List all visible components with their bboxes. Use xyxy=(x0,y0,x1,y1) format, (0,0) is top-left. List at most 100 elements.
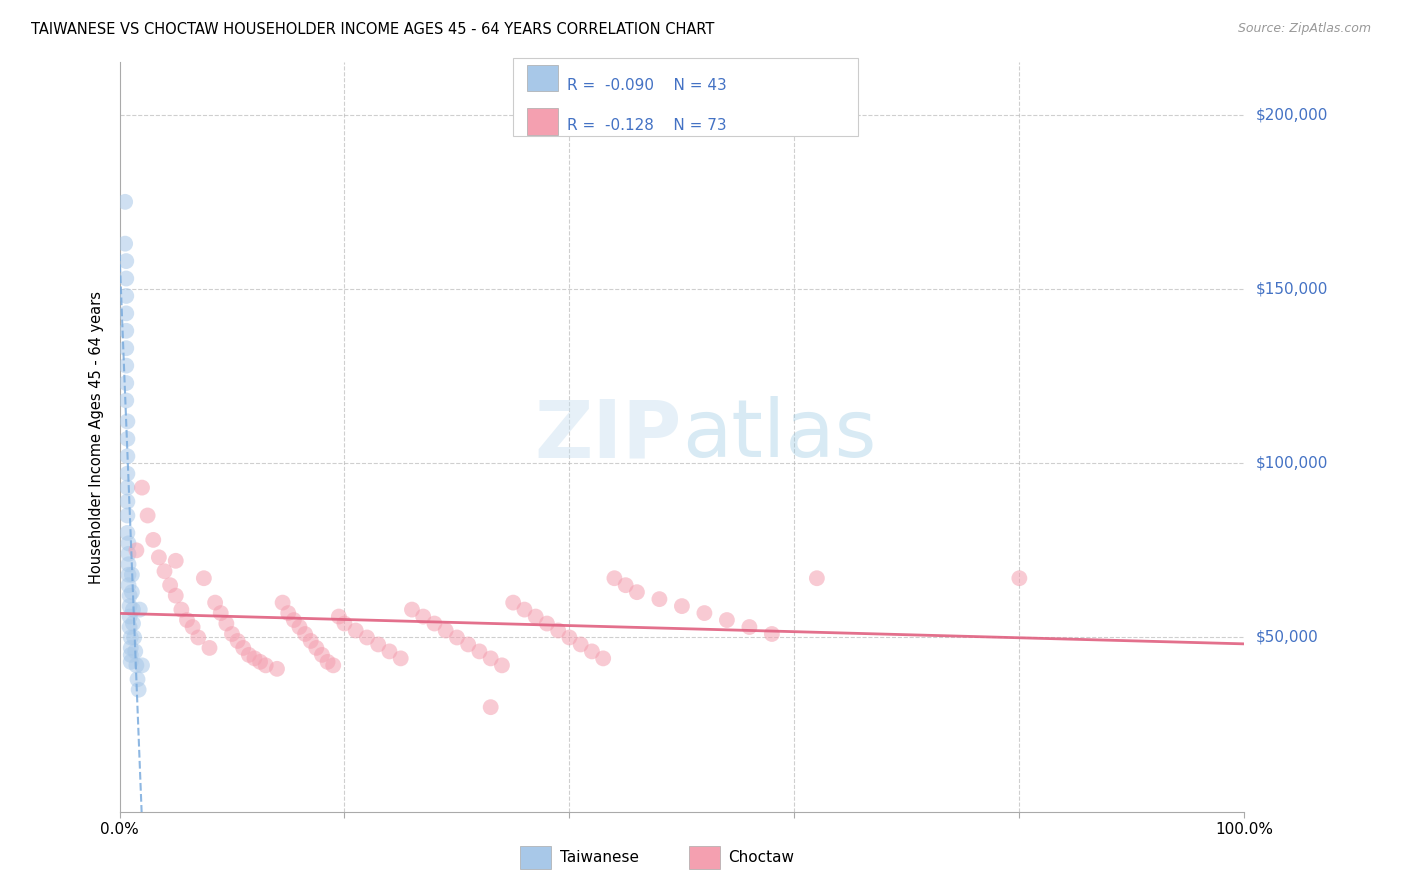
Point xyxy=(122,631,145,645)
Point xyxy=(115,376,138,390)
Point xyxy=(232,640,254,655)
Point xyxy=(592,651,614,665)
Point xyxy=(356,631,378,645)
Point xyxy=(122,616,145,631)
Point xyxy=(120,631,142,645)
Point xyxy=(198,640,221,655)
Point xyxy=(117,567,139,582)
Point xyxy=(479,651,502,665)
Point xyxy=(117,481,139,495)
Point xyxy=(243,651,266,665)
Point xyxy=(491,658,513,673)
Point xyxy=(603,571,626,585)
Point xyxy=(328,609,350,624)
Point xyxy=(187,631,209,645)
Point xyxy=(502,596,524,610)
Point xyxy=(170,602,193,616)
Point xyxy=(249,655,271,669)
Point xyxy=(117,494,139,508)
Point xyxy=(536,616,558,631)
Y-axis label: Householder Income Ages 45 - 64 years: Householder Income Ages 45 - 64 years xyxy=(89,291,104,583)
Text: ZIP: ZIP xyxy=(534,396,682,475)
Point xyxy=(117,558,139,572)
Point xyxy=(128,602,150,616)
Point xyxy=(254,658,277,673)
Point xyxy=(125,658,148,673)
Point xyxy=(457,637,479,651)
Text: R =  -0.128    N = 73: R = -0.128 N = 73 xyxy=(567,118,727,133)
Text: atlas: atlas xyxy=(682,396,876,475)
Point xyxy=(159,578,181,592)
Point xyxy=(117,536,139,550)
Point xyxy=(479,700,502,714)
Point xyxy=(806,571,828,585)
Point xyxy=(738,620,761,634)
Point xyxy=(316,655,339,669)
Point xyxy=(120,655,142,669)
Point xyxy=(716,613,738,627)
Point xyxy=(122,602,145,616)
Point xyxy=(271,596,294,610)
Point xyxy=(1008,571,1031,585)
Point xyxy=(115,393,138,408)
Point xyxy=(176,613,198,627)
Text: Choctaw: Choctaw xyxy=(728,850,794,864)
Point xyxy=(333,616,356,631)
Point xyxy=(434,624,457,638)
Point xyxy=(118,620,141,634)
Point xyxy=(114,194,136,209)
Text: Source: ZipAtlas.com: Source: ZipAtlas.com xyxy=(1237,22,1371,36)
Point xyxy=(524,609,547,624)
Point xyxy=(114,236,136,251)
Point xyxy=(238,648,260,662)
Point xyxy=(120,640,142,655)
Point xyxy=(569,637,592,651)
Point xyxy=(131,658,153,673)
Point xyxy=(367,637,389,651)
Point xyxy=(125,543,148,558)
Point xyxy=(153,564,176,578)
Point xyxy=(120,648,142,662)
Point xyxy=(614,578,637,592)
Point xyxy=(117,525,139,540)
Point xyxy=(299,634,322,648)
Point xyxy=(136,508,159,523)
Point xyxy=(558,631,581,645)
Point xyxy=(671,599,693,613)
Point xyxy=(294,627,316,641)
Point xyxy=(128,682,150,697)
Point xyxy=(121,585,143,599)
Point xyxy=(148,550,170,565)
Point xyxy=(513,602,536,616)
Point xyxy=(288,620,311,634)
Text: Taiwanese: Taiwanese xyxy=(560,850,638,864)
Text: $150,000: $150,000 xyxy=(1256,282,1327,296)
Point xyxy=(344,624,367,638)
Point xyxy=(117,467,139,481)
Text: $50,000: $50,000 xyxy=(1256,630,1319,645)
Point xyxy=(322,658,344,673)
Point xyxy=(117,578,139,592)
Point xyxy=(693,606,716,620)
Text: R =  -0.090    N = 43: R = -0.090 N = 43 xyxy=(567,78,727,93)
Point xyxy=(117,449,139,463)
Point xyxy=(226,634,249,648)
Point xyxy=(142,533,165,547)
Point xyxy=(266,662,288,676)
Point xyxy=(311,648,333,662)
Point xyxy=(423,616,446,631)
Point xyxy=(117,432,139,446)
Point xyxy=(117,508,139,523)
Point xyxy=(117,414,139,428)
Point xyxy=(121,567,143,582)
Point xyxy=(378,644,401,658)
Point xyxy=(468,644,491,658)
Text: TAIWANESE VS CHOCTAW HOUSEHOLDER INCOME AGES 45 - 64 YEARS CORRELATION CHART: TAIWANESE VS CHOCTAW HOUSEHOLDER INCOME … xyxy=(31,22,714,37)
Point xyxy=(648,592,671,607)
Point xyxy=(118,609,141,624)
Point xyxy=(118,589,141,603)
Point xyxy=(165,589,187,603)
Point xyxy=(181,620,204,634)
Point xyxy=(115,359,138,373)
Point xyxy=(581,644,603,658)
